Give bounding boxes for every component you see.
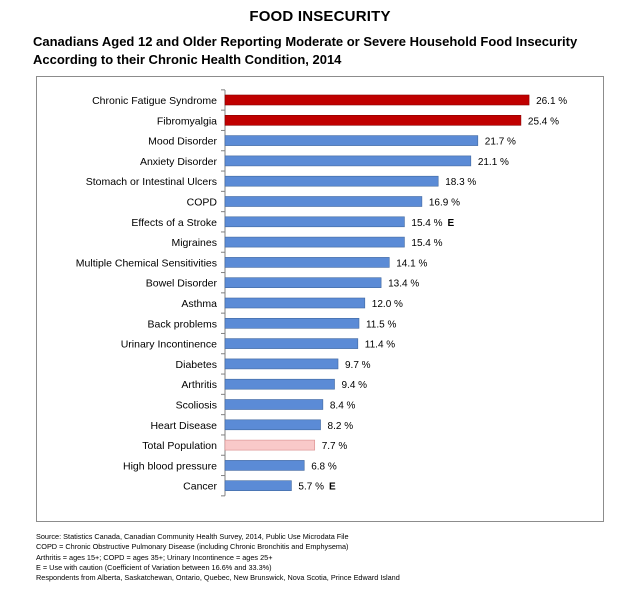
footnote-respondents: Respondents from Alberta, Saskatchewan, …	[36, 573, 400, 583]
footnotes: Source: Statistics Canada, Canadian Comm…	[36, 532, 626, 583]
value-label: 15.4 %	[411, 218, 442, 229]
category-label: Mood Disorder	[148, 136, 217, 148]
reliability-flag: E	[448, 218, 455, 229]
bar	[224, 135, 479, 146]
bar	[224, 196, 423, 207]
value-label: 21.7 %	[485, 137, 516, 148]
category-label: Migraines	[171, 237, 217, 249]
value-label: 14.1 %	[396, 258, 427, 269]
category-label: Scoliosis	[176, 400, 217, 412]
chart-frame	[36, 76, 604, 522]
category-label: Diabetes	[176, 359, 217, 371]
value-label: 21.1 %	[478, 157, 509, 168]
bar	[224, 317, 360, 329]
bar	[224, 297, 366, 309]
bar	[224, 338, 359, 349]
footnote-source: Source: Statistics Canada, Canadian Comm…	[36, 532, 349, 541]
bar	[224, 94, 530, 106]
reliability-flag: E	[329, 482, 336, 493]
value-label: 26.1 %	[536, 96, 567, 107]
value-label: 8.4 %	[330, 401, 356, 412]
bar	[224, 277, 382, 289]
category-label: Urinary Incontinence	[121, 339, 217, 351]
footnote-ages: Arthritis = ages 15+; COPD = ages 35+; U…	[36, 552, 273, 562]
value-label: 7.7 %	[322, 441, 348, 452]
bar	[224, 460, 305, 471]
footnote-e-flag: E = Use with caution (Coefficient of Var…	[36, 562, 272, 572]
category-label: Chronic Fatigue Syndrome	[92, 95, 217, 107]
category-label: Asthma	[181, 298, 217, 310]
category-label: Fibromyalgia	[157, 115, 217, 127]
chart-subtitle: Canadians Aged 12 and Older Reporting Mo…	[33, 34, 578, 67]
bar	[224, 216, 405, 228]
bar	[224, 439, 316, 451]
category-label: Heart Disease	[150, 420, 217, 432]
value-label: 9.7 %	[345, 360, 371, 371]
value-label: 15.4 %	[411, 238, 442, 249]
value-label: 16.9 %	[429, 198, 460, 209]
bar	[224, 155, 472, 167]
value-label: 18.3 %	[445, 177, 476, 188]
bar	[224, 115, 522, 126]
bar	[224, 419, 321, 431]
bar	[224, 358, 339, 370]
value-label: 25.4 %	[528, 116, 559, 127]
category-label: High blood pressure	[123, 460, 217, 472]
category-label: Total Population	[142, 440, 217, 452]
category-label: Multiple Chemical Sensitivities	[76, 257, 217, 269]
category-label: Cancer	[183, 481, 217, 493]
value-label: 9.4 %	[342, 380, 368, 391]
footnote-copd: COPD = Chronic Obstructive Pulmonary Dis…	[36, 542, 349, 552]
category-label: Effects of a Stroke	[131, 217, 217, 229]
category-label: Anxiety Disorder	[140, 156, 218, 168]
category-label: Bowel Disorder	[146, 278, 218, 290]
value-label: 5.7 %	[298, 482, 324, 493]
value-label: 6.8 %	[311, 461, 337, 472]
bar	[224, 480, 292, 492]
value-label: 13.4 %	[388, 279, 419, 290]
category-label: Stomach or Intestinal Ulcers	[86, 176, 217, 188]
category-label: Back problems	[148, 318, 217, 330]
category-label: COPD	[187, 197, 218, 209]
page-title: FOOD INSECURITY	[249, 8, 391, 25]
value-label: 8.2 %	[328, 421, 354, 432]
bar	[224, 378, 335, 390]
bar	[224, 236, 405, 248]
bar	[224, 257, 390, 268]
bar	[224, 399, 324, 410]
value-label: 11.4 %	[365, 340, 395, 351]
value-label: 12.0 %	[372, 299, 403, 310]
value-label: 11.5 %	[366, 319, 396, 330]
category-label: Arthritis	[181, 379, 217, 391]
bar	[224, 175, 439, 187]
